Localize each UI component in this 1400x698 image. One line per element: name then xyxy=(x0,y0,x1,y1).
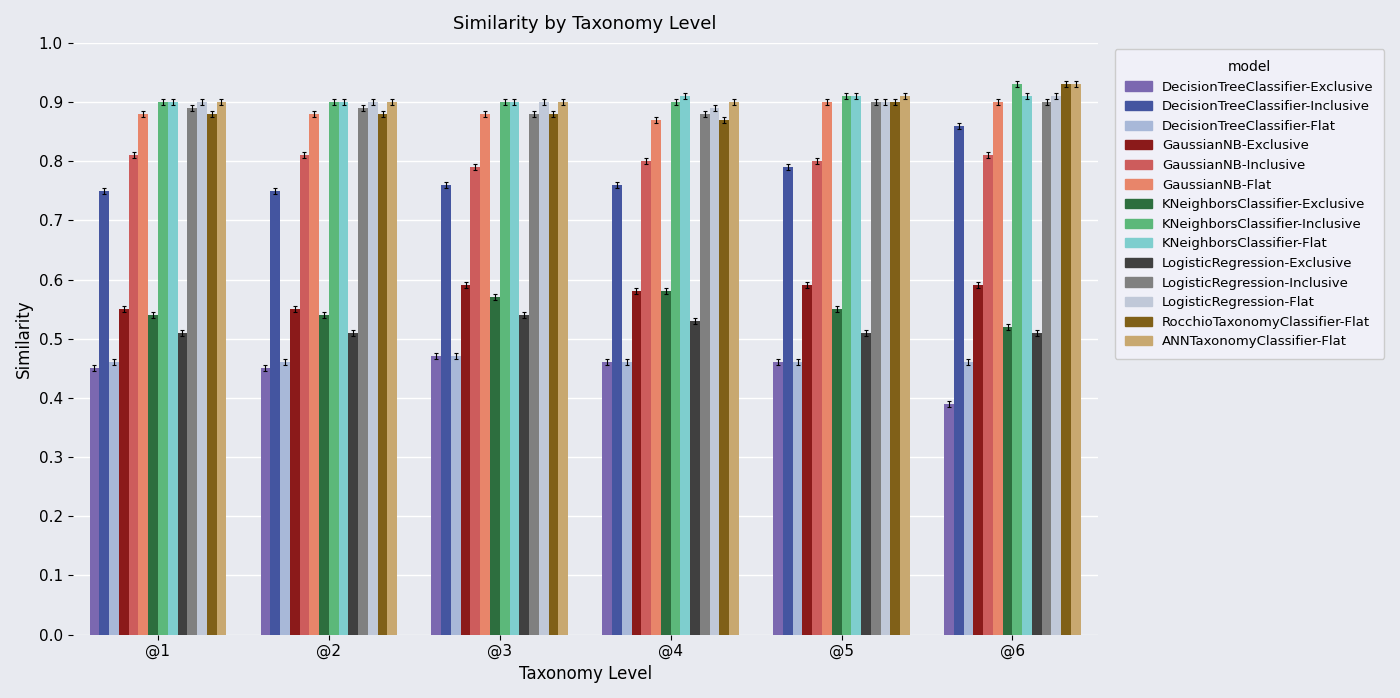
Bar xyxy=(451,357,461,634)
Bar xyxy=(197,102,207,634)
Y-axis label: Similarity: Similarity xyxy=(15,299,34,378)
Bar xyxy=(871,102,881,634)
Bar xyxy=(700,114,710,634)
Bar xyxy=(890,102,900,634)
Bar xyxy=(349,333,358,634)
Bar xyxy=(612,185,622,634)
Bar xyxy=(168,102,178,634)
Bar xyxy=(309,114,319,634)
Bar xyxy=(519,315,529,634)
Bar xyxy=(710,108,720,634)
Bar xyxy=(783,167,792,634)
Bar xyxy=(802,285,812,634)
Bar xyxy=(720,120,729,634)
Bar xyxy=(539,102,549,634)
Bar xyxy=(139,114,148,634)
Bar xyxy=(290,309,300,634)
Bar xyxy=(158,102,168,634)
Bar xyxy=(861,333,871,634)
Bar xyxy=(602,362,612,634)
Bar xyxy=(680,96,690,634)
Bar xyxy=(388,102,398,634)
Bar xyxy=(1032,333,1042,634)
Bar xyxy=(300,155,309,634)
Bar xyxy=(510,102,519,634)
Legend: DecisionTreeClassifier-Exclusive, DecisionTreeClassifier-Inclusive, DecisionTree: DecisionTreeClassifier-Exclusive, Decisi… xyxy=(1114,50,1385,359)
Bar xyxy=(500,102,510,634)
Bar xyxy=(651,120,661,634)
Bar xyxy=(792,362,802,634)
Bar xyxy=(368,102,378,634)
Bar xyxy=(461,285,470,634)
Bar xyxy=(1002,327,1012,634)
Bar xyxy=(641,161,651,634)
Bar xyxy=(119,309,129,634)
Bar xyxy=(378,114,388,634)
Bar xyxy=(671,102,680,634)
Bar xyxy=(329,102,339,634)
Bar xyxy=(993,102,1002,634)
Bar xyxy=(1051,96,1061,634)
Bar xyxy=(470,167,480,634)
Bar xyxy=(690,321,700,634)
Bar xyxy=(559,102,568,634)
Bar xyxy=(661,291,671,634)
Bar xyxy=(358,108,368,634)
Bar xyxy=(1042,102,1051,634)
Bar xyxy=(622,362,631,634)
Bar xyxy=(480,114,490,634)
Bar xyxy=(441,185,451,634)
Bar xyxy=(148,315,158,634)
Bar xyxy=(549,114,559,634)
Bar xyxy=(280,362,290,634)
Bar xyxy=(944,403,953,634)
X-axis label: Taxonomy Level: Taxonomy Level xyxy=(518,665,652,683)
Bar xyxy=(109,362,119,634)
Bar xyxy=(1022,96,1032,634)
Bar xyxy=(963,362,973,634)
Title: Similarity by Taxonomy Level: Similarity by Taxonomy Level xyxy=(454,15,717,33)
Bar xyxy=(270,191,280,634)
Bar xyxy=(529,114,539,634)
Bar xyxy=(832,309,841,634)
Bar xyxy=(90,369,99,634)
Bar xyxy=(1061,84,1071,634)
Bar xyxy=(339,102,349,634)
Bar xyxy=(319,315,329,634)
Bar xyxy=(99,191,109,634)
Bar xyxy=(260,369,270,634)
Bar xyxy=(207,114,217,634)
Bar xyxy=(973,285,983,634)
Bar xyxy=(188,108,197,634)
Bar xyxy=(851,96,861,634)
Bar xyxy=(841,96,851,634)
Bar xyxy=(983,155,993,634)
Bar xyxy=(1012,84,1022,634)
Bar xyxy=(773,362,783,634)
Bar xyxy=(1071,84,1081,634)
Bar xyxy=(490,297,500,634)
Bar xyxy=(431,357,441,634)
Bar xyxy=(881,102,890,634)
Bar xyxy=(129,155,139,634)
Bar xyxy=(729,102,739,634)
Bar xyxy=(631,291,641,634)
Bar xyxy=(953,126,963,634)
Bar xyxy=(822,102,832,634)
Bar xyxy=(900,96,910,634)
Bar xyxy=(812,161,822,634)
Bar xyxy=(178,333,188,634)
Bar xyxy=(217,102,227,634)
